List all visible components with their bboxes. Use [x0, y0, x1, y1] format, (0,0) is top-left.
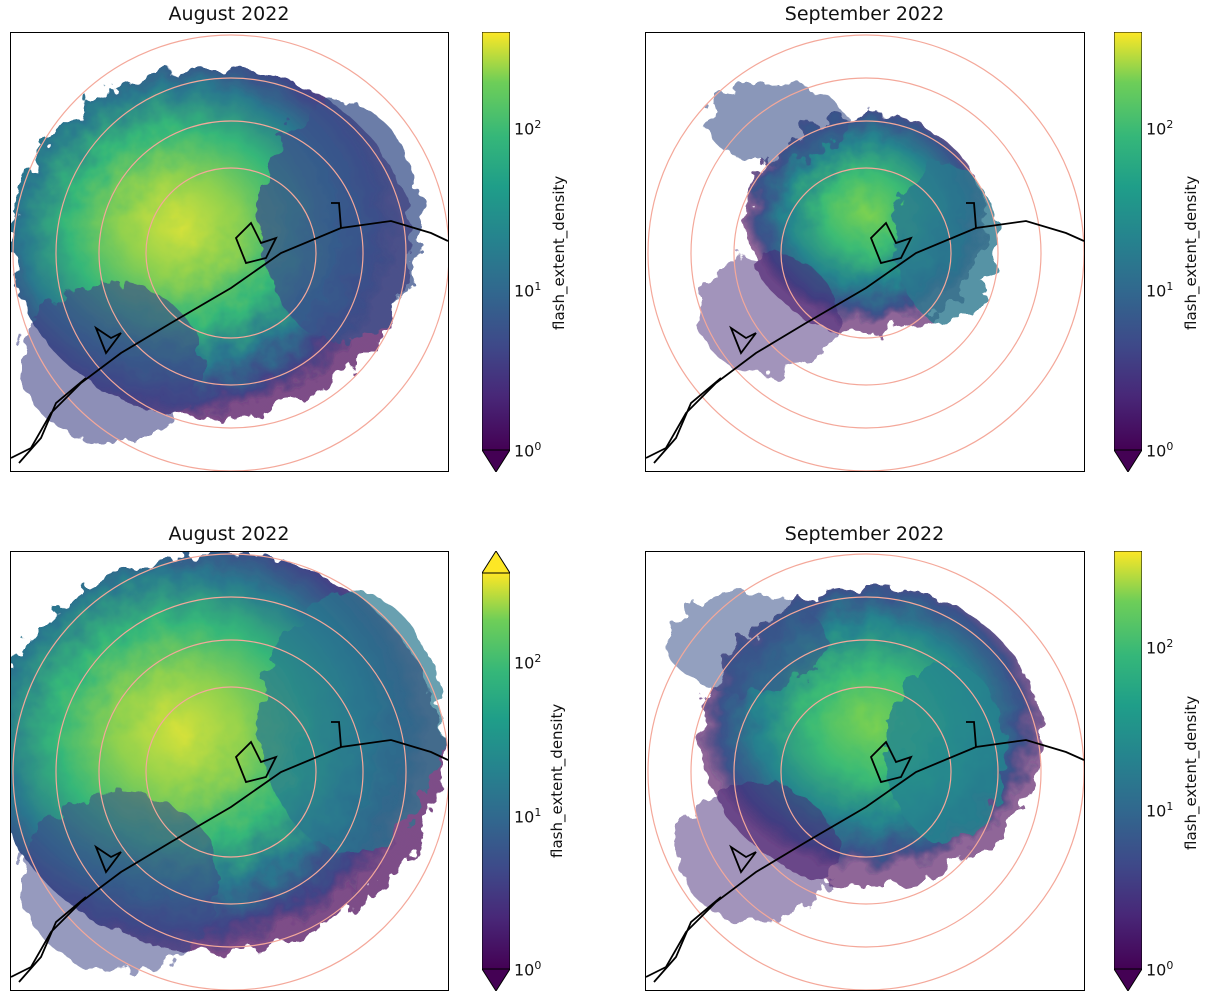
colorbar-label: flash_extent_density [548, 703, 566, 858]
map-plot [645, 551, 1085, 991]
range-rings [12, 553, 448, 990]
density-map [646, 553, 1084, 990]
colorbar [481, 31, 511, 473]
colorbar-label: flash_extent_density [1182, 695, 1200, 850]
coastline [646, 721, 1084, 983]
density-map [11, 552, 448, 990]
tick-1e1: 101 [514, 806, 542, 827]
density-map [11, 34, 448, 471]
panel-title: September 2022 [784, 3, 945, 25]
colorbar [1113, 31, 1143, 473]
colorbar [481, 550, 511, 992]
tick-1e0: 100 [1146, 959, 1174, 980]
colorbar [1113, 550, 1143, 992]
tick-1e1: 101 [514, 280, 542, 301]
tick-1e0: 100 [1146, 440, 1174, 461]
colorbar-label: flash_extent_density [1182, 175, 1200, 330]
tick-1e2: 102 [1146, 118, 1174, 139]
panel-title: August 2022 [168, 3, 290, 25]
tick-1e1: 101 [1146, 280, 1174, 301]
colorbar-label: flash_extent_density [550, 175, 568, 330]
tick-1e0: 100 [514, 440, 542, 461]
panel-title: August 2022 [168, 523, 290, 545]
range-rings [12, 34, 448, 471]
coastline [11, 721, 448, 983]
tick-1e2: 102 [514, 652, 542, 673]
range-rings [647, 34, 1084, 471]
tick-1e2: 102 [1146, 637, 1174, 658]
tick-1e2: 102 [514, 118, 542, 139]
coastline [11, 202, 448, 464]
range-rings [647, 553, 1084, 990]
map-plot [10, 551, 449, 991]
panel-title: September 2022 [784, 523, 945, 545]
coastline [646, 202, 1084, 464]
map-plot [10, 32, 449, 472]
map-plot [645, 32, 1085, 472]
density-map [646, 34, 1084, 471]
tick-1e1: 101 [1146, 800, 1174, 821]
tick-1e0: 100 [514, 959, 542, 980]
